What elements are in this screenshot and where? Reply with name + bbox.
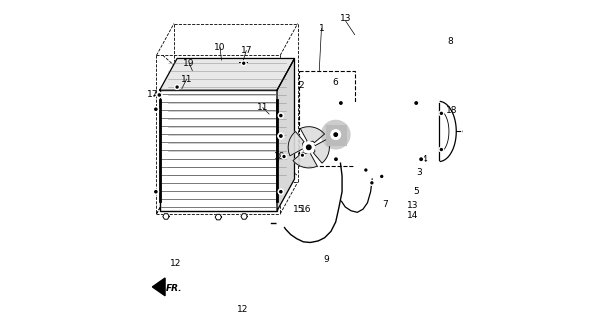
Circle shape	[280, 191, 282, 193]
Circle shape	[337, 100, 344, 106]
Circle shape	[153, 189, 159, 195]
Circle shape	[439, 147, 444, 152]
Text: 11: 11	[181, 75, 192, 84]
Circle shape	[461, 129, 467, 134]
Bar	[299, 71, 354, 166]
Circle shape	[165, 215, 167, 218]
Circle shape	[379, 174, 384, 179]
Circle shape	[339, 95, 418, 174]
Circle shape	[176, 86, 178, 88]
Polygon shape	[288, 132, 304, 156]
Circle shape	[335, 158, 337, 160]
Polygon shape	[241, 214, 247, 219]
Text: 12: 12	[170, 259, 181, 268]
Text: FR.: FR.	[166, 284, 182, 293]
Circle shape	[364, 167, 368, 172]
Text: 13: 13	[339, 14, 351, 23]
Circle shape	[322, 120, 350, 149]
Circle shape	[439, 111, 444, 116]
Text: 16: 16	[300, 205, 311, 214]
Circle shape	[413, 100, 420, 106]
Circle shape	[418, 156, 424, 162]
Circle shape	[369, 180, 375, 185]
Text: 18: 18	[446, 106, 457, 115]
Circle shape	[282, 154, 286, 159]
Circle shape	[278, 133, 284, 139]
Text: 8: 8	[447, 36, 453, 45]
Circle shape	[277, 219, 285, 228]
Text: 5: 5	[413, 187, 420, 196]
Bar	[160, 90, 277, 211]
Circle shape	[155, 191, 157, 193]
Polygon shape	[160, 59, 294, 90]
Circle shape	[156, 92, 162, 98]
Circle shape	[440, 148, 443, 150]
Circle shape	[280, 115, 282, 117]
Circle shape	[340, 102, 342, 104]
Circle shape	[463, 131, 465, 132]
Text: 11: 11	[257, 103, 269, 112]
Circle shape	[174, 84, 179, 90]
Text: 17: 17	[241, 46, 252, 55]
Circle shape	[334, 133, 337, 136]
Circle shape	[303, 142, 314, 153]
Polygon shape	[215, 214, 221, 220]
Circle shape	[331, 130, 340, 140]
Circle shape	[278, 189, 284, 195]
Circle shape	[333, 156, 339, 162]
Circle shape	[365, 121, 392, 148]
Text: 2: 2	[299, 81, 304, 90]
Circle shape	[371, 182, 373, 184]
Text: 10: 10	[214, 43, 226, 52]
Text: 14: 14	[407, 211, 418, 220]
Polygon shape	[300, 127, 325, 143]
Text: 4: 4	[422, 156, 427, 164]
Text: 3: 3	[416, 168, 422, 177]
Circle shape	[241, 61, 246, 66]
Text: 6: 6	[333, 78, 339, 87]
Circle shape	[278, 113, 284, 118]
Circle shape	[280, 135, 282, 137]
Text: 19: 19	[184, 59, 195, 68]
Text: 9: 9	[323, 255, 329, 264]
Text: 12: 12	[237, 305, 248, 314]
Text: 7: 7	[382, 200, 389, 209]
Bar	[326, 124, 346, 145]
Circle shape	[330, 85, 427, 184]
Polygon shape	[153, 278, 165, 296]
Circle shape	[306, 145, 311, 149]
Polygon shape	[293, 152, 317, 168]
Circle shape	[243, 215, 246, 218]
Circle shape	[365, 169, 367, 171]
Text: 13: 13	[407, 202, 418, 211]
Circle shape	[155, 108, 157, 110]
Polygon shape	[314, 139, 330, 163]
Circle shape	[381, 175, 382, 177]
Circle shape	[243, 62, 244, 64]
Polygon shape	[277, 59, 294, 211]
Circle shape	[300, 153, 305, 157]
Text: 15: 15	[293, 205, 305, 214]
Circle shape	[217, 216, 219, 219]
Circle shape	[415, 102, 418, 104]
Circle shape	[283, 156, 285, 157]
Polygon shape	[163, 214, 169, 219]
Text: 19: 19	[274, 152, 285, 161]
Text: 17: 17	[147, 91, 158, 100]
Circle shape	[153, 106, 159, 112]
Circle shape	[420, 158, 423, 160]
Text: 1: 1	[319, 24, 324, 33]
Circle shape	[302, 154, 303, 156]
Circle shape	[158, 94, 161, 96]
Circle shape	[440, 112, 443, 114]
